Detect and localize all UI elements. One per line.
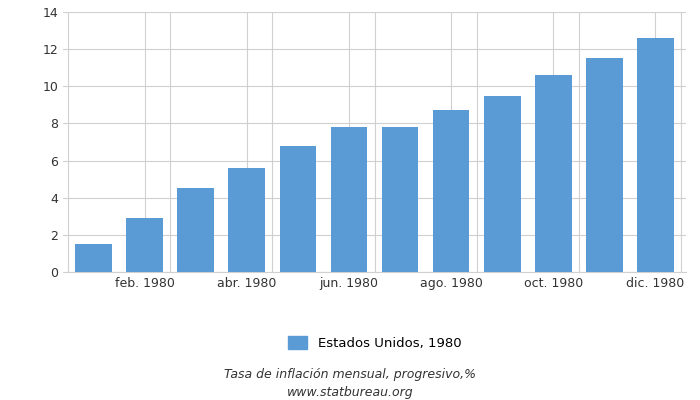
Bar: [586, 58, 623, 272]
Bar: [177, 188, 214, 272]
Bar: [126, 218, 163, 272]
Bar: [279, 146, 316, 272]
Bar: [535, 75, 572, 272]
Bar: [382, 127, 419, 272]
Text: www.statbureau.org: www.statbureau.org: [287, 386, 413, 399]
Bar: [76, 244, 112, 272]
Bar: [484, 96, 521, 272]
Legend: Estados Unidos, 1980: Estados Unidos, 1980: [288, 336, 461, 350]
Bar: [228, 168, 265, 272]
Bar: [330, 127, 368, 272]
Bar: [637, 38, 673, 272]
Text: Tasa de inflación mensual, progresivo,%: Tasa de inflación mensual, progresivo,%: [224, 368, 476, 381]
Bar: [433, 110, 470, 272]
